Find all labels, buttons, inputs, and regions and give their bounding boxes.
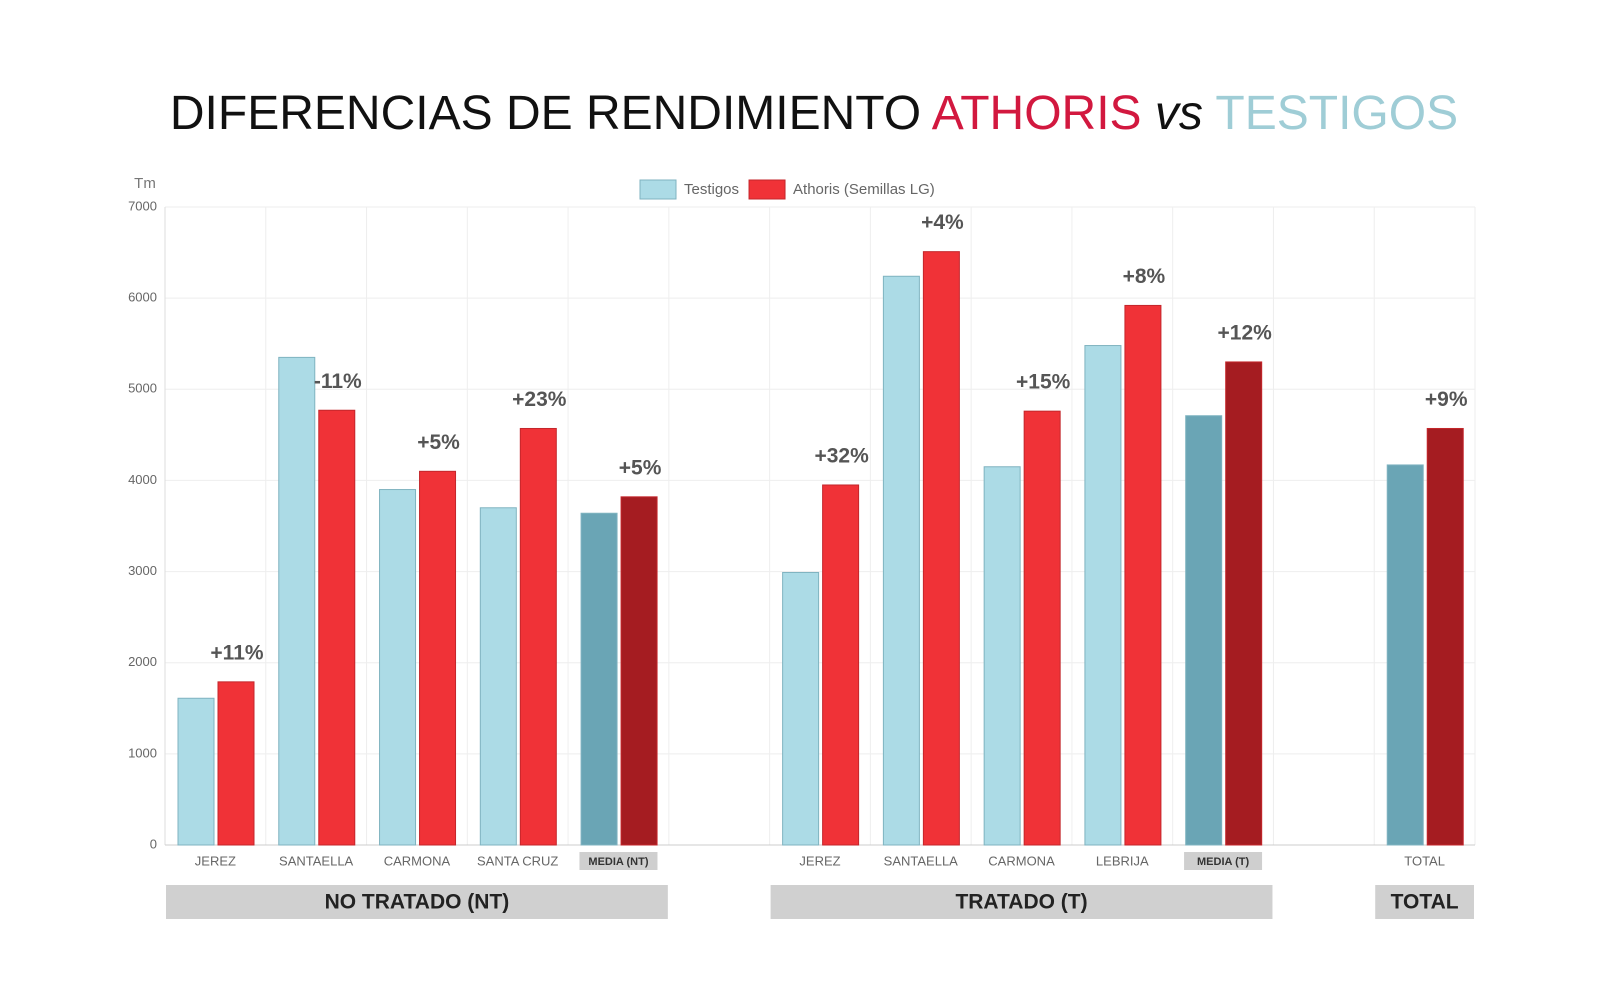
bar [782, 571, 820, 846]
title-part: TESTIGOS [1215, 87, 1458, 140]
x-tick-label: JEREZ [799, 853, 840, 868]
y-tick-label: 7000 [128, 198, 157, 213]
difference-label: +23% [512, 388, 567, 411]
chart-title: DIFERENCIAS DE RENDIMIENTO ATHORIS vs TE… [170, 87, 1458, 140]
group-label: NO TRATADO (NT) [325, 891, 510, 914]
label-highlight [1184, 852, 1263, 870]
difference-label: +32% [814, 445, 869, 468]
y-tick-label: 5000 [128, 381, 157, 396]
title-part: ATHORIS [932, 87, 1142, 140]
bar [882, 275, 920, 846]
group-band [770, 885, 1273, 919]
y-tick-label: 2000 [128, 654, 157, 669]
legend-label: Athoris (Semillas LG) [793, 181, 935, 198]
legend-swatch [748, 179, 786, 200]
bar [1023, 410, 1061, 846]
bar [419, 470, 457, 846]
x-tick-label: TOTAL [1404, 853, 1445, 868]
bar [822, 484, 860, 846]
difference-label: +12% [1218, 321, 1273, 344]
difference-label: +11% [210, 641, 263, 664]
x-tick-label: MEDIA (T) [1197, 856, 1249, 868]
legend-swatch [639, 179, 677, 200]
difference-label: +4% [921, 211, 964, 234]
x-tick-label: JEREZ [195, 853, 236, 868]
group-label: TOTAL [1391, 891, 1459, 914]
y-tick-label: 0 [150, 836, 157, 851]
title-part: DIFERENCIAS DE RENDIMIENTO [170, 87, 921, 140]
difference-label: -11% [314, 370, 362, 393]
label-highlight [579, 852, 658, 870]
y-tick-label: 4000 [128, 472, 157, 487]
bar [1225, 361, 1263, 846]
group-band [1375, 885, 1474, 919]
difference-label: +5% [417, 431, 460, 454]
legend-label: Testigos [684, 181, 739, 198]
bar [983, 466, 1021, 846]
bar [318, 409, 356, 846]
x-tick-label: CARMONA [384, 853, 451, 868]
x-tick-label: SANTA CRUZ [477, 853, 558, 868]
group-label: TRATADO (T) [955, 891, 1087, 914]
bar [217, 681, 255, 846]
y-tick-label: 6000 [128, 290, 157, 305]
x-tick-label: CARMONA [988, 853, 1055, 868]
bar [278, 356, 316, 846]
bar [1426, 427, 1464, 846]
bar [1124, 304, 1162, 846]
bar [580, 512, 618, 846]
x-tick-label: MEDIA (NT) [588, 856, 648, 868]
bar [620, 496, 658, 846]
bar [379, 489, 417, 846]
bar [922, 251, 960, 846]
difference-label: +9% [1425, 388, 1468, 411]
y-tick-label: 1000 [128, 745, 157, 760]
bar [1185, 415, 1223, 846]
x-tick-label: SANTAELLA [884, 853, 959, 868]
bar [1084, 345, 1122, 846]
y-tick-label: 3000 [128, 563, 157, 578]
bar [1386, 464, 1424, 846]
bar [479, 507, 517, 846]
group-band [166, 885, 668, 919]
title-part: vs [1155, 87, 1203, 140]
difference-label: +5% [619, 456, 662, 479]
x-tick-label: SANTAELLA [279, 853, 354, 868]
bar [519, 427, 557, 846]
difference-label: +15% [1016, 371, 1071, 394]
y-axis-label: Tm [134, 175, 156, 192]
difference-label: +8% [1123, 265, 1166, 288]
x-tick-label: LEBRIJA [1096, 853, 1149, 868]
bar [177, 697, 215, 846]
